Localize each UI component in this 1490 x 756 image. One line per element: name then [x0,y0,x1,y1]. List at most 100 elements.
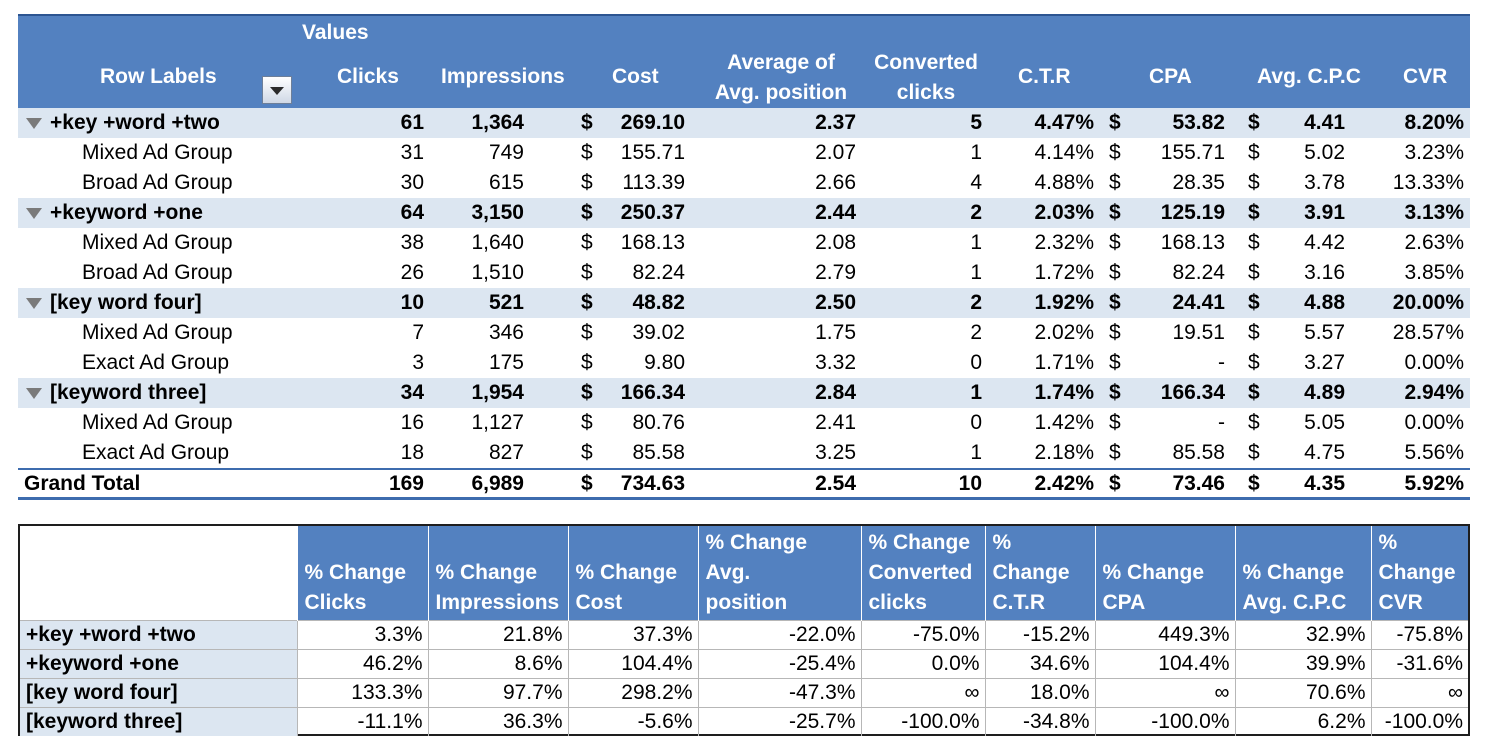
change-row: +key +word +two 3.3% 21.8% 37.3% -22.0% -75.0… [20,620,1468,650]
change-header-line: % Change Avg. [705,531,808,584]
change-header-line: Avg. C.P.C [1242,591,1347,614]
ctr-cell: 2.42% [1034,472,1094,495]
change-header-line: Impressions [435,591,560,614]
cvr-header: CVR [1403,65,1448,88]
cvr-cell: 3.13% [1404,201,1464,224]
currency-symbol: $ [581,201,593,224]
clicks-cell: 31 [400,141,424,164]
change-row-label: [key word four] [20,678,298,708]
cvr-cell: 3.23% [1404,141,1464,164]
cpc-cell: 3.16 [1304,261,1345,284]
collapse-triangle-icon[interactable] [26,118,42,129]
ctr-cell: 1.42% [1034,411,1094,434]
cpc-cell: 4.75 [1304,441,1345,464]
pivot-group-row[interactable]: +key +word +two $ $ $61 1,364 269.10 2.37 5 4.47… [18,108,1470,138]
impressions-cell: 346 [488,321,524,344]
change-row-label: +key +word +two [20,620,298,650]
cpc-cell: 4.35 [1304,472,1345,495]
change-header-line: % [1378,531,1398,554]
cpa-cell: 85.58 [1172,441,1225,464]
impressions-cell: 749 [488,141,524,164]
avg-position-header-line1: Average of [727,51,835,74]
cpa-cell: - [1218,351,1225,374]
dropdown-arrow-icon [270,87,284,95]
ctr-cell: 2.03% [1034,201,1094,224]
currency-symbol: $ [581,231,593,254]
cvr-cell: 0.00% [1404,351,1464,374]
change-cell: 104.4% [1094,649,1236,679]
cvr-cell: 0.00% [1404,411,1464,434]
change-cell: 32.9% [1234,620,1372,650]
ctr-cell: 2.18% [1034,441,1094,464]
clicks-cell: 18 [400,441,424,464]
pivot-child-row: Broad Ad Group $ $ $30 615 113.39 2.66 4 4.88% 28… [18,168,1470,198]
currency-symbol: $ [1109,111,1121,134]
clicks-cell: 26 [400,261,424,284]
avg-position-cell: 2.44 [815,201,856,224]
collapse-triangle-icon[interactable] [26,298,42,309]
clicks-cell: 10 [400,291,424,314]
cvr-cell: 8.20% [1404,111,1464,134]
cpa-cell: 166.34 [1160,381,1225,404]
collapse-triangle-icon[interactable] [26,208,42,219]
collapse-triangle-icon[interactable] [26,388,42,399]
change-cell: ∞ [1370,678,1468,708]
converted-clicks-cell: 4 [970,171,982,194]
currency-symbol: $ [1109,472,1121,495]
row-label: Grand Total [24,472,141,495]
cpa-cell: 82.24 [1172,261,1225,284]
cost-cell: 166.34 [620,381,685,404]
values-caption: Values [302,21,369,44]
change-cell: -100.0% [860,707,986,736]
avg-position-cell: 2.79 [815,261,856,284]
change-column-header: % Change Converted clicks [860,526,985,621]
change-header-line: position [705,591,788,614]
converted-clicks-cell: 2 [970,321,982,344]
change-cell: 34.6% [984,649,1096,679]
clicks-cell: 64 [400,201,424,224]
change-cell: -22.0% [697,620,862,650]
pivot-group-row[interactable]: +keyword +one $ $ $64 3,150 250.37 2.44 2 2.03% 1… [18,198,1470,228]
change-cell: 8.6% [427,649,569,679]
change-header-line: % Change [435,561,538,584]
change-header-line: % Change [992,531,1070,584]
avg-position-cell: 2.50 [815,291,856,314]
row-label: +keyword +one [50,201,203,224]
change-header-line: Clicks [304,591,367,614]
change-row-label: +keyword +one [20,649,298,679]
cpc-cell: 5.05 [1304,411,1345,434]
change-row: +keyword +one 46.2% 8.6% 104.4% -25.4% 0.0% 34… [20,649,1468,679]
row-labels-filter-button[interactable] [262,76,292,104]
cpc-cell: 3.78 [1304,171,1345,194]
cost-cell: 168.13 [620,231,685,254]
pivot-group-row[interactable]: [key word four] $ $ $10 521 48.82 2.50 2 1.92% 24… [18,288,1470,318]
pivot-group-row[interactable]: [keyword three] $ $ $34 1,954 166.34 2.84 1 1.74… [18,378,1470,408]
change-cell: -100.0% [1370,707,1468,736]
cpa-cell: 155.71 [1160,141,1225,164]
pivot-header: Values Row Labels Clicks Impressions Cos… [18,14,1470,108]
change-cell: 449.3% [1094,620,1236,650]
change-cell: -5.6% [567,707,699,736]
avg-position-cell: 3.25 [815,441,856,464]
change-cell: 133.3% [296,678,429,708]
cpa-cell: 19.51 [1172,321,1225,344]
converted-clicks-cell: 1 [970,231,982,254]
currency-symbol: $ [581,261,593,284]
change-cell: ∞ [860,678,986,708]
change-cell: 18.0% [984,678,1096,708]
change-column-header: % Change Clicks [296,526,428,621]
cost-cell: 39.02 [632,321,685,344]
currency-symbol: $ [1109,411,1121,434]
avg-position-cell: 1.75 [815,321,856,344]
change-cell: -47.3% [697,678,862,708]
cvr-cell: 20.00% [1392,291,1464,314]
row-label: Mixed Ad Group [82,231,233,254]
row-label: Broad Ad Group [82,261,233,284]
currency-symbol: $ [1248,291,1260,314]
change-header-line: % Change [304,561,407,584]
converted-clicks-cell: 1 [970,261,982,284]
clicks-header: Clicks [337,65,399,88]
converted-clicks-cell: 0 [970,411,982,434]
change-cell: -31.6% [1370,649,1468,679]
change-cell: 39.9% [1234,649,1372,679]
